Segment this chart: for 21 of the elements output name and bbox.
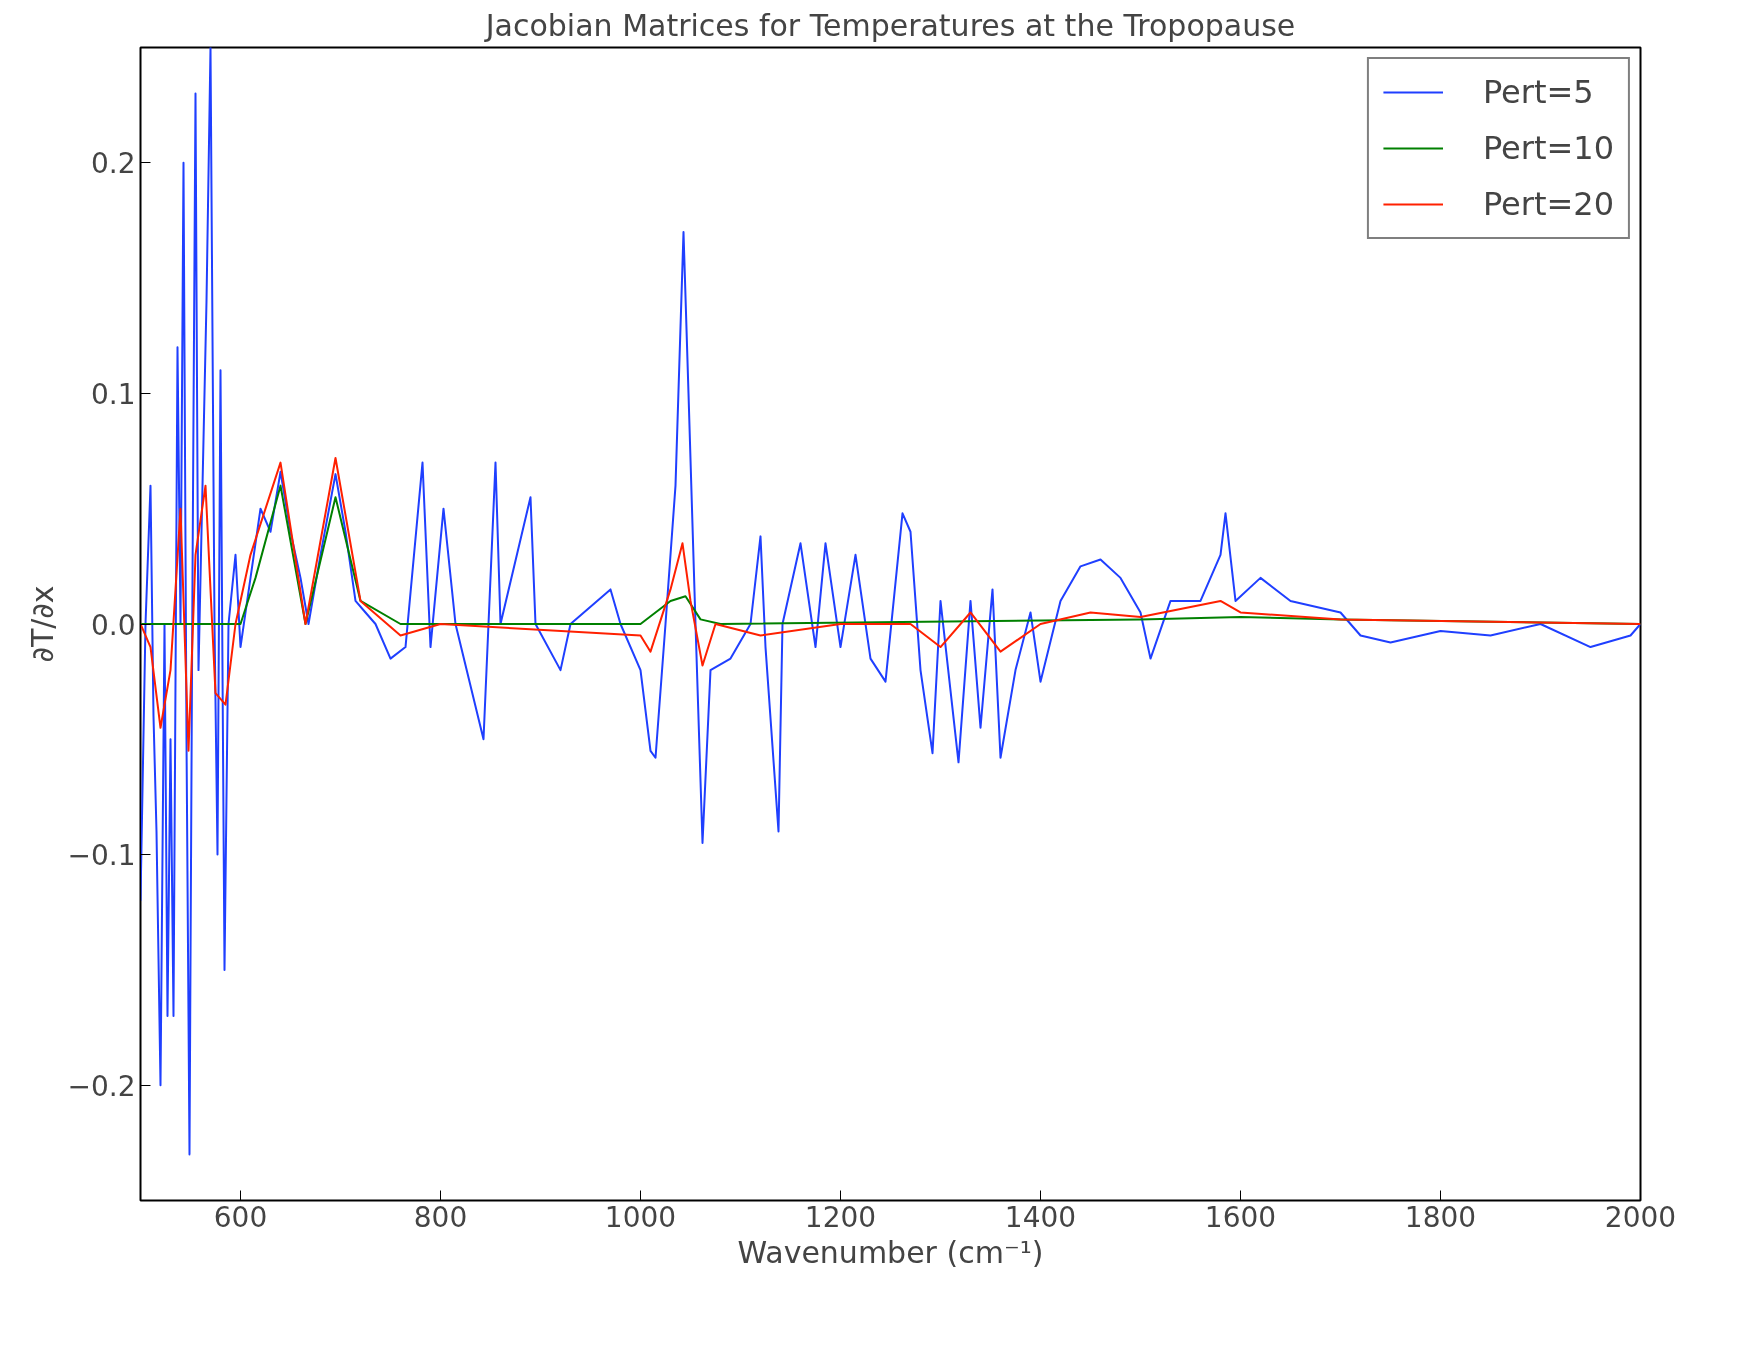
x-tick-label: 1200 <box>804 1200 877 1234</box>
legend-label: Pert=20 <box>1482 185 1614 223</box>
x-tick-label: 1400 <box>1004 1200 1077 1234</box>
y-tick-label: −0.2 <box>67 1069 136 1103</box>
y-tick-label: 0.0 <box>90 608 136 642</box>
x-tick-label: 1600 <box>1204 1200 1277 1234</box>
y-tick-label: −0.1 <box>67 839 136 873</box>
x-tick-label: 1800 <box>1404 1200 1477 1234</box>
legend-label: Pert=10 <box>1482 129 1614 167</box>
y-tick-label: 0.1 <box>90 377 136 411</box>
line-series <box>140 47 1641 1156</box>
y-axis-title: ∂T/∂x <box>24 585 60 663</box>
x-tick-label: 800 <box>413 1200 468 1234</box>
chart-title: Jacobian Matrices for Temperatures at the Tropopause <box>483 7 1296 43</box>
x-axis-title: Wavenumber (cm⁻¹) <box>737 1234 1044 1270</box>
line-series <box>140 456 1641 752</box>
x-tick-label: 1000 <box>604 1200 677 1234</box>
y-tick-label: 0.2 <box>90 147 136 181</box>
x-tick-label: 600 <box>213 1200 268 1234</box>
legend-label: Pert=5 <box>1482 73 1594 111</box>
x-tick-label: 2000 <box>1604 1200 1677 1234</box>
